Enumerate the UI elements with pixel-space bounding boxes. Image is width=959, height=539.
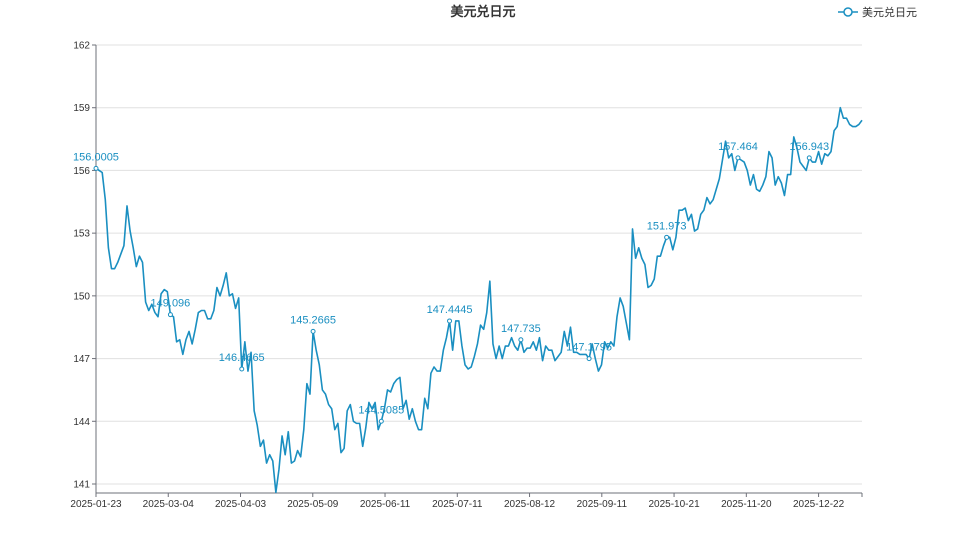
y-tick-label: 156: [73, 166, 90, 177]
data-label: 157.464: [718, 141, 758, 153]
x-tick-label: 2025-05-09: [287, 499, 339, 510]
x-tick-label: 2025-12-22: [793, 499, 845, 510]
x-tick-label: 2025-08-12: [504, 499, 556, 510]
data-label: 147.1795: [566, 342, 612, 354]
y-tick-label: 144: [73, 417, 90, 428]
x-tick-label: 2025-11-20: [721, 499, 772, 510]
y-tick-label: 162: [73, 41, 90, 52]
data-point[interactable]: [239, 366, 245, 372]
x-tick-label: 2025-07-11: [432, 499, 483, 510]
data-point[interactable]: [664, 234, 670, 240]
series-layer: [95, 106, 863, 494]
data-point[interactable]: [447, 318, 453, 324]
data-point[interactable]: [735, 155, 741, 161]
x-tick-label: 2025-03-04: [143, 499, 195, 510]
data-labels: 156.0005 149.096 146.4665 145.2665 144.5085 1…: [73, 141, 829, 424]
data-label: 145.2665: [290, 314, 336, 326]
data-point[interactable]: [93, 165, 99, 171]
legend[interactable]: 美元兑日元: [838, 5, 917, 19]
data-label: 151.973: [647, 220, 687, 232]
x-tick-label: 2025-04-03: [215, 499, 267, 510]
data-point[interactable]: [378, 418, 384, 424]
data-label: 156.943: [789, 141, 829, 153]
data-point[interactable]: [518, 337, 524, 343]
y-tick-label: 153: [73, 229, 90, 240]
legend-marker-icon: [843, 7, 853, 17]
data-point[interactable]: [167, 312, 173, 318]
data-label: 146.4665: [219, 352, 265, 364]
series-line[interactable]: [95, 106, 863, 494]
x-tick-label: 2025-01-23: [70, 499, 122, 510]
data-label: 156.0005: [73, 151, 119, 163]
x-tick-label: 2025-10-21: [648, 499, 700, 510]
y-axis: 141 144 147 150 153 156 159 162: [73, 41, 97, 493]
data-label: 147.4445: [427, 304, 473, 316]
y-tick-label: 147: [73, 354, 90, 365]
chart-title: 美元兑日元: [450, 4, 515, 20]
x-tick-label: 2025-09-11: [577, 499, 628, 510]
grid-lines: [96, 44, 862, 485]
data-label: 144.5085: [358, 404, 404, 416]
x-axis: 2025-01-23 2025-03-04 2025-04-03 2025-05-09…: [70, 492, 863, 510]
data-label: 147.735: [501, 323, 541, 335]
data-point[interactable]: [310, 328, 316, 334]
data-point[interactable]: [806, 155, 812, 161]
y-tick-label: 150: [73, 291, 90, 302]
x-tick-label: 2025-06-11: [360, 499, 411, 510]
y-tick-label: 141: [73, 480, 90, 491]
legend-label: 美元兑日元: [862, 5, 917, 19]
y-tick-label: 159: [73, 103, 90, 114]
data-point[interactable]: [586, 356, 592, 362]
data-label: 149.096: [151, 298, 191, 310]
